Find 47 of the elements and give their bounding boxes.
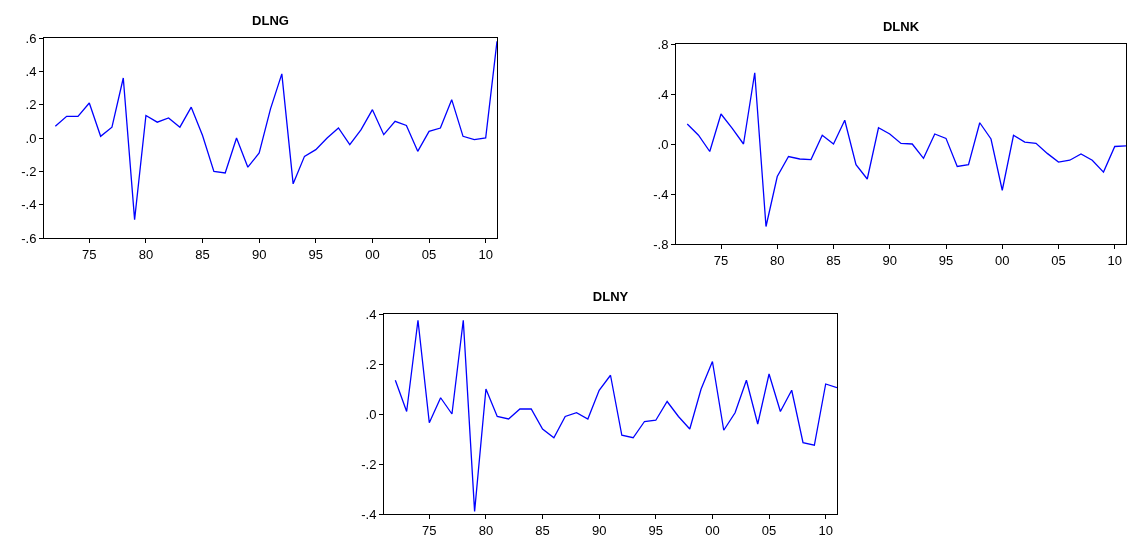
y-tick-label: -.2 bbox=[361, 456, 377, 472]
x-tick-label: 75 bbox=[422, 522, 437, 536]
y-tick-label: .8 bbox=[657, 36, 669, 52]
chart-title: DLNG bbox=[252, 13, 289, 29]
x-tick-label: 95 bbox=[938, 252, 954, 268]
y-tick-label: .2 bbox=[365, 356, 377, 372]
x-tick-label: 00 bbox=[995, 252, 1010, 268]
x-tick-label: 90 bbox=[882, 252, 897, 268]
y-tick-label: .4 bbox=[365, 306, 377, 322]
x-tick-label: 90 bbox=[591, 522, 607, 536]
chart-title: DLNK bbox=[882, 19, 920, 35]
x-tick-label: 80 bbox=[478, 522, 494, 536]
y-tick-label: -.4 bbox=[653, 186, 669, 202]
x-tick-label: 85 bbox=[535, 522, 550, 536]
x-tick-label: 80 bbox=[770, 252, 785, 268]
y-tick-label: .4 bbox=[25, 63, 37, 79]
x-tick-label: 95 bbox=[648, 522, 664, 536]
y-tick-label: -.4 bbox=[361, 506, 377, 522]
x-tick-label: 85 bbox=[826, 252, 841, 268]
x-tick-label: 05 bbox=[761, 522, 777, 536]
y-tick-label: .6 bbox=[25, 30, 37, 46]
x-tick-label: 00 bbox=[365, 246, 380, 262]
x-tick-label: 10 bbox=[1107, 252, 1122, 268]
x-tick-label: 95 bbox=[308, 246, 324, 262]
y-tick-label: -.2 bbox=[21, 163, 37, 179]
y-tick-label: .4 bbox=[657, 86, 669, 102]
x-tick-label: 80 bbox=[138, 246, 154, 262]
y-tick-label: -.6 bbox=[21, 230, 37, 246]
x-tick-label: 75 bbox=[82, 246, 97, 262]
line-series bbox=[54, 40, 497, 221]
y-tick-label: .2 bbox=[25, 97, 37, 113]
x-tick-label: 05 bbox=[421, 246, 437, 262]
chart-title: DLNY bbox=[592, 289, 629, 305]
y-tick-label: -.4 bbox=[21, 197, 37, 213]
line-series bbox=[394, 319, 837, 513]
line-series bbox=[686, 72, 1126, 228]
y-tick-label: .0 bbox=[657, 136, 669, 152]
y-tick-label: .0 bbox=[365, 406, 377, 422]
y-tick-label: .0 bbox=[25, 130, 37, 146]
x-tick-label: 90 bbox=[251, 246, 267, 262]
x-tick-label: 10 bbox=[818, 522, 833, 536]
x-tick-label: 10 bbox=[478, 246, 493, 262]
x-tick-label: 75 bbox=[713, 252, 729, 268]
x-tick-label: 05 bbox=[1051, 252, 1066, 268]
x-tick-label: 00 bbox=[705, 522, 720, 536]
x-tick-label: 85 bbox=[195, 246, 210, 262]
y-tick-label: -.8 bbox=[653, 236, 669, 252]
